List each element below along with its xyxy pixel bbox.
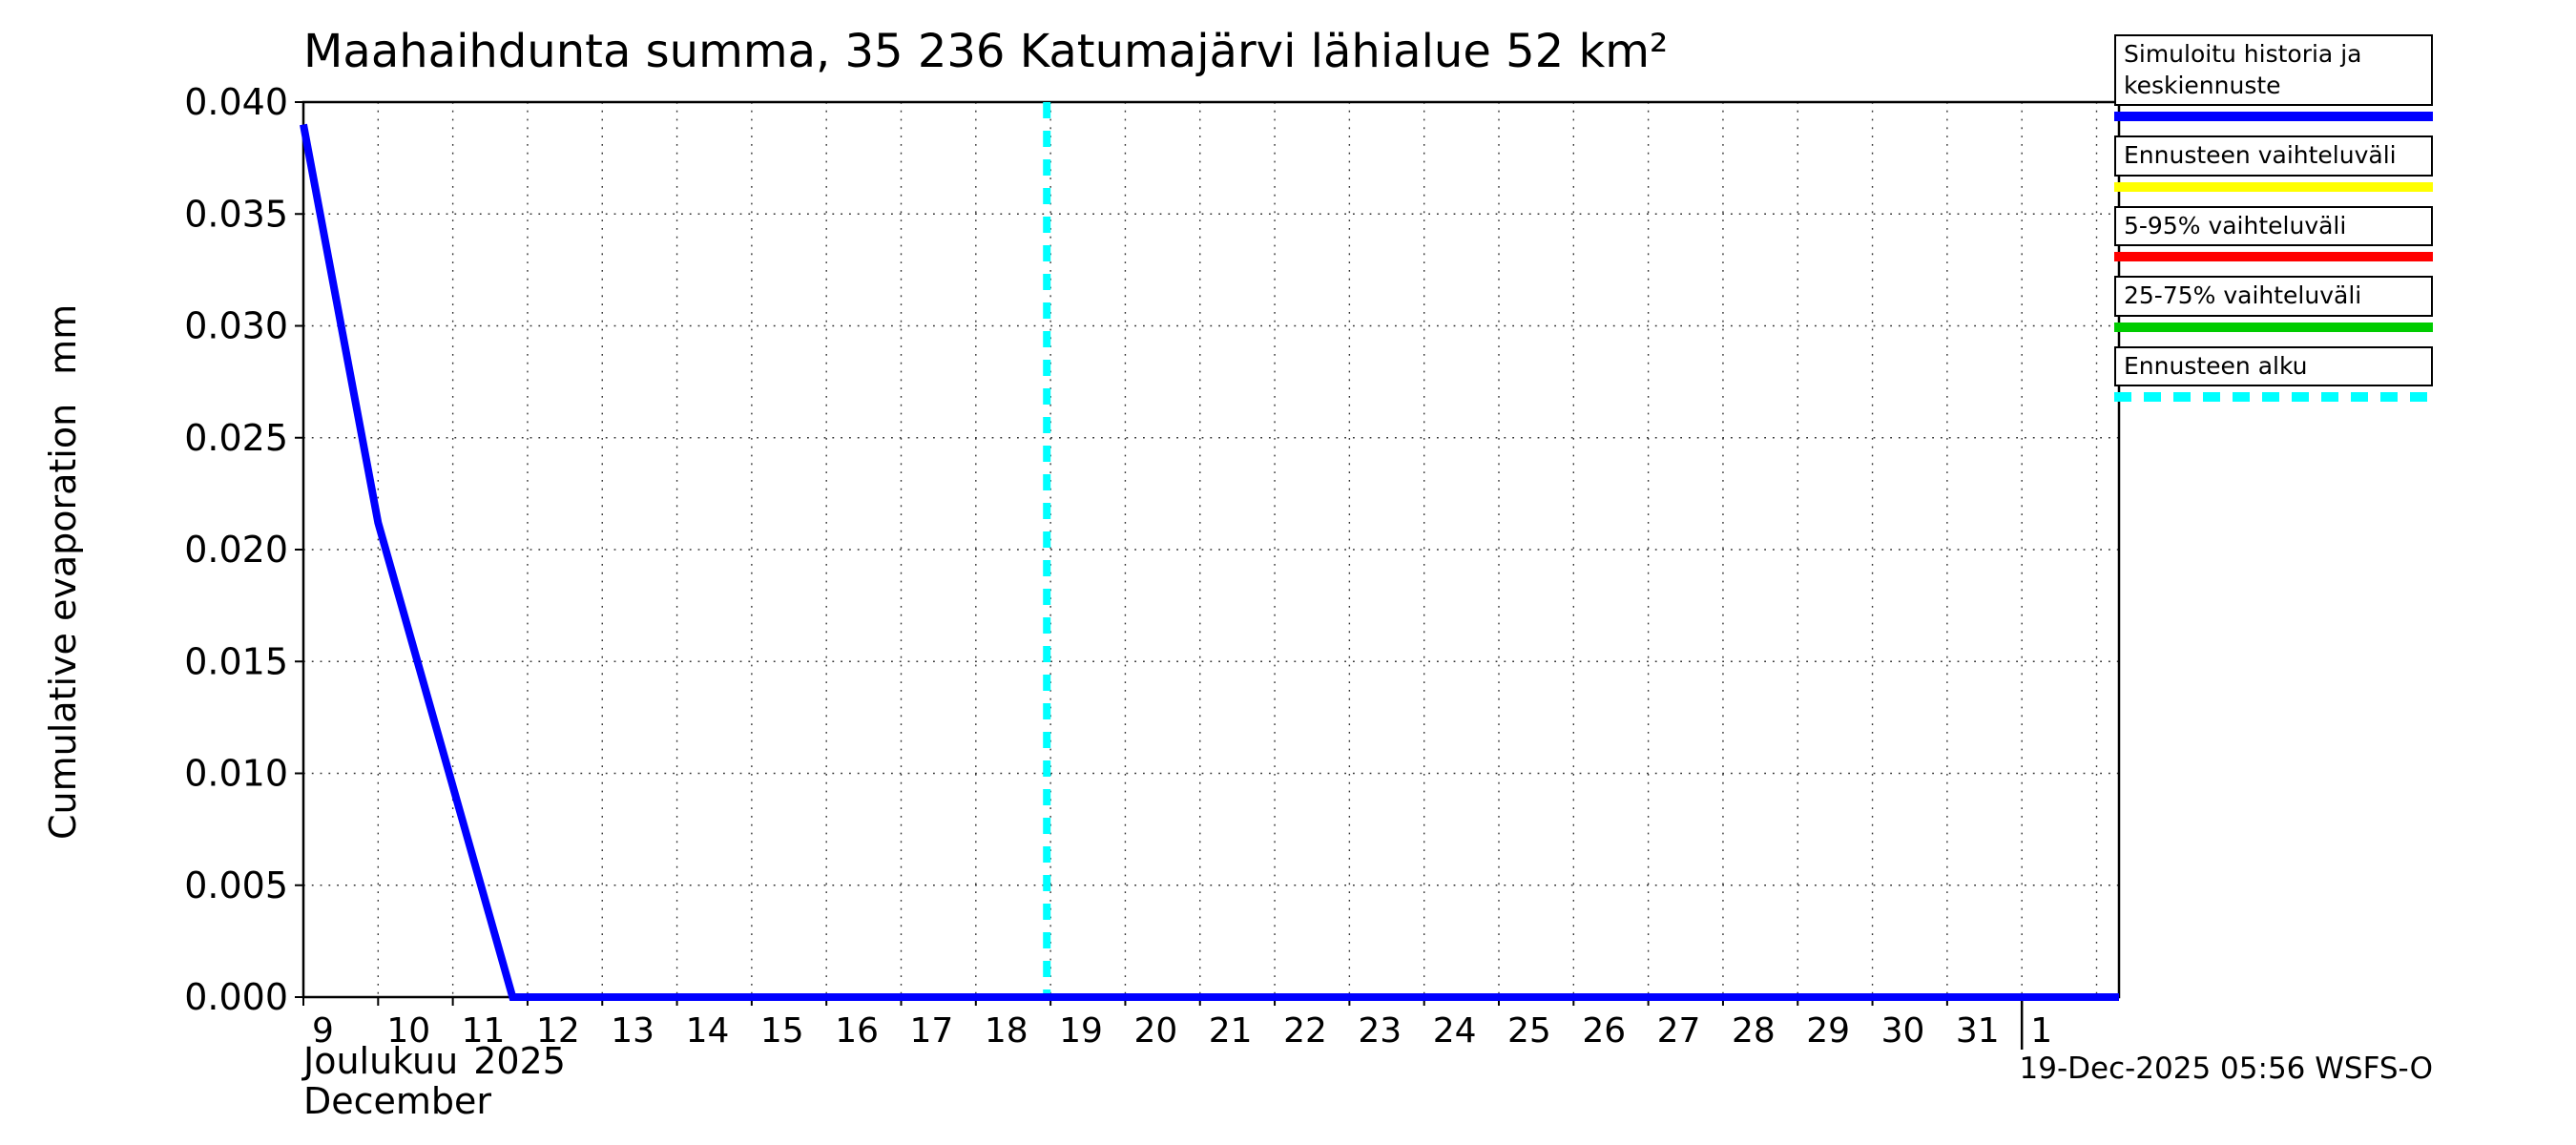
legend-label: Simuloitu historia ja keskiennuste [2114, 34, 2433, 106]
x-tick-label: 14 [686, 1011, 730, 1051]
legend-line-simulated-history [2114, 112, 2433, 121]
x-tick-label: 27 [1657, 1011, 1701, 1051]
x-axis-month-fi: Joulukuu [303, 1040, 459, 1082]
legend-line-25-75-range [2114, 322, 2433, 332]
legend-label: Ennusteen vaihteluväli [2114, 135, 2433, 177]
legend-label: 25-75% vaihteluväli [2114, 276, 2433, 317]
y-tick-label: 0.025 [184, 417, 288, 459]
x-tick-label: 26 [1582, 1011, 1626, 1051]
y-tick-label: 0.015 [184, 640, 288, 682]
x-tick-label: 10 [386, 1011, 430, 1051]
y-tick-label: 0.040 [184, 81, 288, 123]
x-tick-label: 30 [1881, 1011, 1925, 1051]
legend-line-5-95-range [2114, 252, 2433, 261]
legend-line-forecast-range [2114, 181, 2433, 192]
legend-entry: Simuloitu historia ja keskiennuste [2114, 34, 2433, 121]
y-tick-label: 0.030 [184, 305, 288, 347]
y-tick-label: 0.005 [184, 864, 288, 906]
legend-line-forecast-start [2114, 392, 2433, 402]
x-tick-label: 25 [1507, 1011, 1551, 1051]
y-tick-label: 0.020 [184, 529, 288, 571]
x-tick-label: 19 [1059, 1011, 1103, 1051]
y-axis-label: Cumulative evaporation mm [42, 304, 84, 840]
x-tick-label: 18 [985, 1011, 1028, 1051]
x-tick-label: 17 [910, 1011, 954, 1051]
legend-label: Ennusteen alku [2114, 345, 2433, 386]
legend-entry: Ennusteen vaihteluväli [2114, 135, 2433, 192]
x-axis-month-en: December [303, 1079, 492, 1122]
x-axis-month-row: Joulukuu 2025 [303, 1040, 566, 1082]
x-tick-label: 9 [312, 1011, 334, 1051]
x-tick-label: 29 [1806, 1011, 1850, 1051]
legend-entry: 5-95% vaihteluväli [2114, 205, 2433, 261]
x-tick-label: 23 [1358, 1011, 1402, 1051]
y-tick-label: 0.000 [184, 976, 288, 1018]
x-tick-label: 21 [1209, 1011, 1253, 1051]
x-tick-label: 13 [611, 1011, 654, 1051]
timestamp-watermark: 19-Dec-2025 05:56 WSFS-O [2019, 1051, 2434, 1086]
x-tick-label: 16 [835, 1011, 879, 1051]
x-tick-label: 20 [1133, 1011, 1177, 1051]
x-tick-label: 31 [1956, 1011, 2000, 1051]
x-tick-label: 12 [536, 1011, 580, 1051]
x-tick-label: 24 [1433, 1011, 1477, 1051]
x-tick-label: 11 [462, 1011, 506, 1051]
legend: Simuloitu historia ja keskiennuste Ennus… [2114, 34, 2433, 416]
x-tick-label: 1 [2030, 1011, 2052, 1051]
y-tick-label: 0.035 [184, 193, 288, 235]
y-tick-label: 0.010 [184, 753, 288, 795]
x-axis-label: Joulukuu 2025 December [303, 1040, 566, 1122]
chart-title: Maahaihdunta summa, 35 236 Katumajärvi l… [303, 25, 1669, 78]
legend-entry: 25-75% vaihteluväli [2114, 276, 2433, 332]
x-axis-year: 2025 [473, 1040, 566, 1082]
legend-entry: Ennusteen alku [2114, 345, 2433, 402]
x-tick-label: 28 [1732, 1011, 1776, 1051]
x-tick-label: 15 [760, 1011, 804, 1051]
x-tick-label: 22 [1283, 1011, 1327, 1051]
series-line [300, 123, 2119, 1001]
legend-label: 5-95% vaihteluväli [2114, 205, 2433, 246]
y-axis-unit: mm [42, 303, 84, 375]
y-axis-label-text: Cumulative evaporation [42, 403, 84, 840]
